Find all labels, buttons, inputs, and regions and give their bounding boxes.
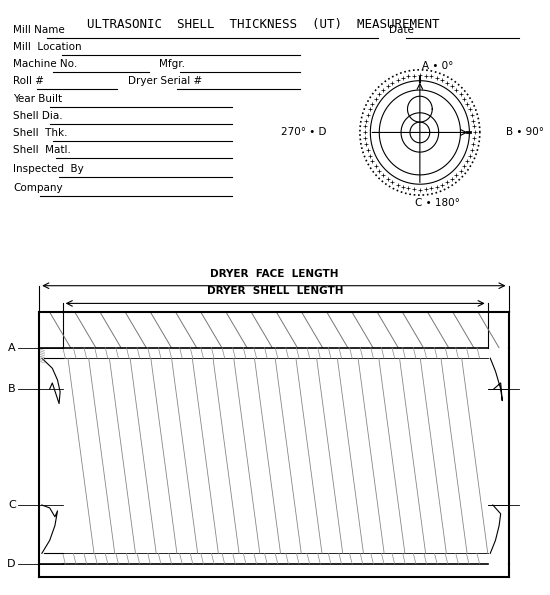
- Text: D: D: [7, 559, 16, 569]
- Text: DRYER  FACE  LENGTH: DRYER FACE LENGTH: [210, 268, 338, 278]
- Text: Date: Date: [389, 25, 414, 35]
- Text: Mill Name: Mill Name: [13, 25, 65, 35]
- Text: Shell  Thk.: Shell Thk.: [13, 128, 68, 138]
- Text: C • 180°: C • 180°: [415, 199, 459, 208]
- Text: Shell Dia.: Shell Dia.: [13, 111, 63, 121]
- Text: B • 90°: B • 90°: [506, 127, 544, 137]
- Text: A: A: [8, 343, 16, 353]
- Text: Company: Company: [13, 183, 63, 193]
- Text: 270° • D: 270° • D: [280, 127, 326, 137]
- Text: Mfgr.: Mfgr.: [159, 60, 185, 70]
- Text: Machine No.: Machine No.: [13, 60, 78, 70]
- Text: DRYER  SHELL  LENGTH: DRYER SHELL LENGTH: [207, 286, 343, 296]
- Text: Shell  Matl.: Shell Matl.: [13, 145, 71, 155]
- Text: B: B: [8, 384, 16, 394]
- Text: A • 0°: A • 0°: [422, 61, 454, 71]
- Text: Inspected  By: Inspected By: [13, 164, 84, 174]
- Text: C: C: [8, 500, 16, 510]
- Text: Mill  Location: Mill Location: [13, 42, 82, 52]
- Text: ULTRASONIC  SHELL  THICKNESS  (UT)  MEASUREMENT: ULTRASONIC SHELL THICKNESS (UT) MEASUREM…: [87, 17, 439, 30]
- Text: Dryer Serial #: Dryer Serial #: [128, 77, 202, 86]
- Text: Year Built: Year Built: [13, 93, 62, 104]
- Text: Roll #: Roll #: [13, 77, 44, 86]
